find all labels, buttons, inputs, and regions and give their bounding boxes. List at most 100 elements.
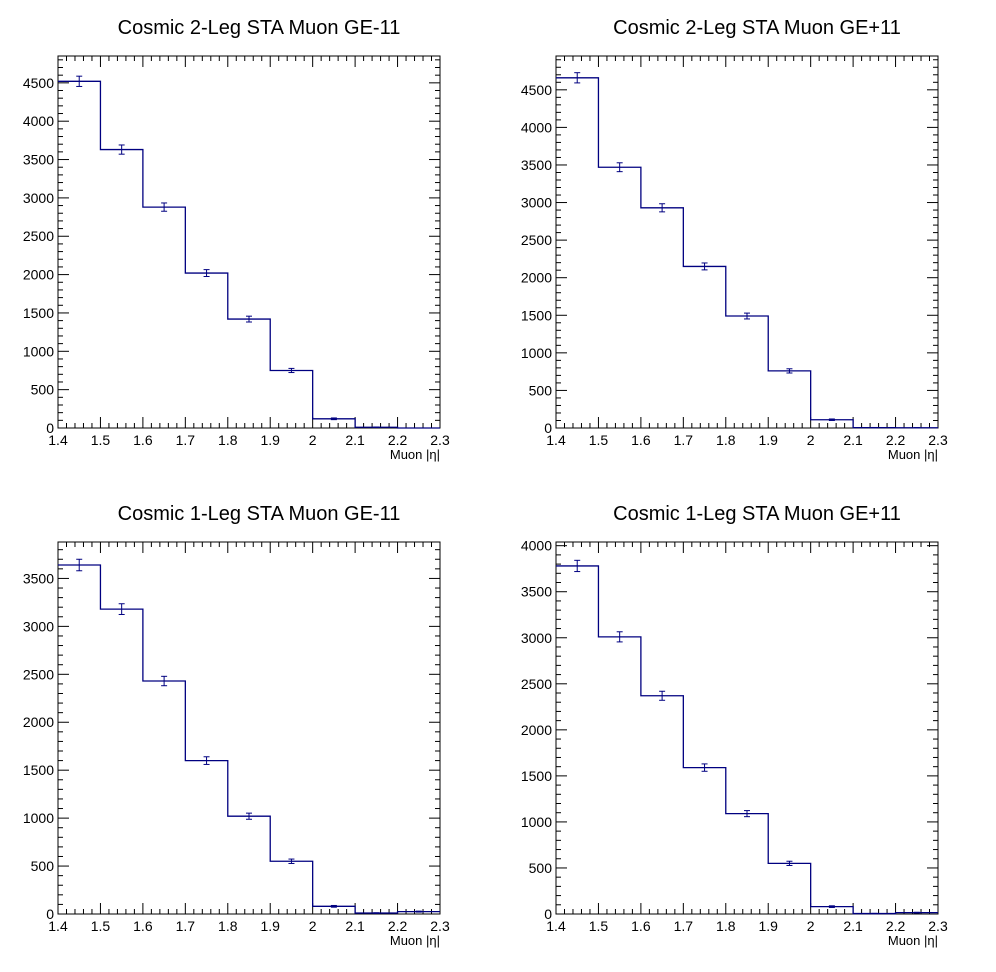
y-axis: 0 500 1000 1500 2000 2500 3000 3500 4000 4500 — [23, 59, 440, 436]
x-axis-label: Muon |η| — [888, 933, 938, 948]
histogram-bin-7 — [330, 904, 337, 908]
histogram-line — [58, 80, 440, 429]
histogram-bin-6 — [786, 860, 793, 866]
y-tick-label: 2000 — [23, 714, 54, 730]
y-tick-label: 3500 — [521, 157, 552, 173]
x-tick-label: 1.9 — [260, 432, 280, 448]
x-axis: 1.4 1.5 1.6 1.7 1.8 1.9 2 2.1 2.2 2.3 — [48, 56, 450, 448]
y-tick-label: 4000 — [521, 538, 552, 554]
histogram-bin-4 — [701, 262, 708, 271]
histogram-bin-3 — [659, 690, 666, 701]
x-tick-label: 1.8 — [716, 432, 736, 448]
y-tick-label: 3000 — [23, 190, 54, 206]
x-tick-label: 1.5 — [91, 432, 111, 448]
y-axis: 0 500 1000 1500 2000 2500 3000 3500 4000 — [521, 538, 938, 922]
histogram-bin-3 — [659, 203, 666, 213]
x-axis: 1.4 1.5 1.6 1.7 1.8 1.9 2 2.1 2.2 2.3 — [48, 542, 450, 934]
histogram-bin-9 — [913, 911, 920, 914]
histogram-panel-4: Cosmic 1-Leg STA Muon GE+11 1.4 1.5 1.6 1.7 1… — [521, 503, 948, 948]
histogram-bin-6 — [288, 367, 295, 374]
histogram-bin-1 — [574, 72, 581, 84]
x-tick-label: 1.6 — [133, 432, 153, 448]
y-tick-label: 2500 — [521, 232, 552, 248]
x-tick-label: 1.4 — [48, 918, 68, 934]
histogram-bins — [574, 559, 920, 915]
x-tick-label: 1.4 — [546, 918, 566, 934]
x-tick-label: 2.2 — [886, 918, 906, 934]
y-tick-label: 1500 — [23, 762, 54, 778]
y-tick-label: 500 — [529, 860, 553, 876]
x-tick-label: 1.5 — [589, 918, 609, 934]
y-tick-label: 3500 — [521, 584, 552, 600]
histogram-panel-1: Cosmic 2-Leg STA Muon GE-111.4 1.5 1.6 1.7 1… — [23, 17, 450, 462]
x-tick-label: 1.7 — [674, 432, 694, 448]
y-tick-label: 2000 — [23, 267, 54, 283]
y-tick-label: 3000 — [521, 630, 552, 646]
y-tick-label: 2500 — [521, 676, 552, 692]
x-tick-label: 2 — [309, 918, 317, 934]
histogram-bin-6 — [786, 368, 793, 374]
plot-frame — [555, 541, 939, 915]
chart-title: Cosmic 1-Leg STA Muon GE-11 — [118, 503, 401, 525]
y-tick-label: 0 — [46, 906, 54, 922]
histogram-bin-7 — [828, 905, 835, 908]
plot-frame — [555, 55, 939, 429]
chart-title: Cosmic 1-Leg STA Muon GE+11 — [613, 503, 901, 525]
y-tick-label: 4000 — [521, 119, 552, 135]
x-tick-label: 2.3 — [430, 918, 450, 934]
histogram-bin-7 — [330, 417, 337, 421]
y-tick-label: 1000 — [521, 814, 552, 830]
histogram-bins — [76, 558, 422, 914]
y-tick-label: 1000 — [23, 343, 54, 359]
x-tick-label: 1.5 — [91, 918, 111, 934]
y-tick-label: 0 — [544, 420, 552, 436]
histogram-bin-4 — [701, 763, 708, 772]
histogram-panel-3: Cosmic 1-Leg STA Muon GE-111.4 1.5 1.6 1.7 1… — [23, 503, 450, 948]
histogram-bin-2 — [118, 603, 125, 615]
histogram-bins — [574, 72, 920, 429]
histogram-panel-2: Cosmic 2-Leg STA Muon GE+111.4 1.5 1.6 1.7 1… — [521, 17, 948, 462]
x-tick-label: 1.6 — [631, 918, 651, 934]
y-tick-label: 0 — [46, 420, 54, 436]
y-tick-label: 1000 — [521, 345, 552, 361]
histogram-bin-4 — [203, 269, 210, 278]
x-axis: 1.4 1.5 1.6 1.7 1.8 1.9 2 2.1 2.2 2.3 — [546, 56, 948, 448]
histogram-bin-1 — [76, 75, 83, 87]
x-tick-label: 1.8 — [218, 918, 238, 934]
x-tick-label: 2 — [309, 432, 317, 448]
histogram-bin-5 — [744, 312, 750, 320]
x-tick-label: 2.2 — [388, 918, 408, 934]
y-tick-label: 4500 — [23, 75, 54, 91]
x-tick-label: 1.7 — [674, 918, 694, 934]
x-tick-label: 1.5 — [589, 432, 609, 448]
x-tick-label: 2.1 — [345, 918, 365, 934]
histogram-bin-5 — [246, 315, 252, 323]
x-tick-label: 2.2 — [388, 432, 408, 448]
histogram-bin-7 — [828, 418, 835, 421]
histogram-bins — [76, 75, 380, 428]
x-axis-label: Muon |η| — [390, 447, 440, 462]
y-tick-label: 4000 — [23, 113, 54, 129]
x-axis: 1.4 1.5 1.6 1.7 1.8 1.9 2 2.1 2.2 2.3 — [546, 542, 948, 934]
x-tick-label: 1.6 — [631, 432, 651, 448]
y-tick-label: 3000 — [521, 195, 552, 211]
plot-frame — [57, 541, 441, 915]
x-tick-label: 1.4 — [48, 432, 68, 448]
histogram-bin-2 — [616, 631, 623, 643]
y-tick-label: 0 — [544, 906, 552, 922]
x-tick-label: 2.1 — [345, 432, 365, 448]
histogram-bin-2 — [118, 144, 125, 155]
x-axis-label: Muon |η| — [390, 933, 440, 948]
x-tick-label: 2.1 — [843, 918, 863, 934]
x-tick-label: 2.2 — [886, 432, 906, 448]
y-tick-label: 3000 — [23, 618, 54, 634]
y-tick-label: 1500 — [521, 307, 552, 323]
y-tick-label: 1000 — [23, 810, 54, 826]
histogram-line — [58, 564, 440, 914]
histogram-bin-1 — [574, 559, 581, 573]
y-tick-label: 2000 — [521, 270, 552, 286]
y-axis: 0 500 1000 1500 2000 2500 3000 3500 — [23, 549, 440, 922]
x-tick-label: 1.9 — [260, 918, 280, 934]
y-tick-label: 500 — [529, 382, 553, 398]
